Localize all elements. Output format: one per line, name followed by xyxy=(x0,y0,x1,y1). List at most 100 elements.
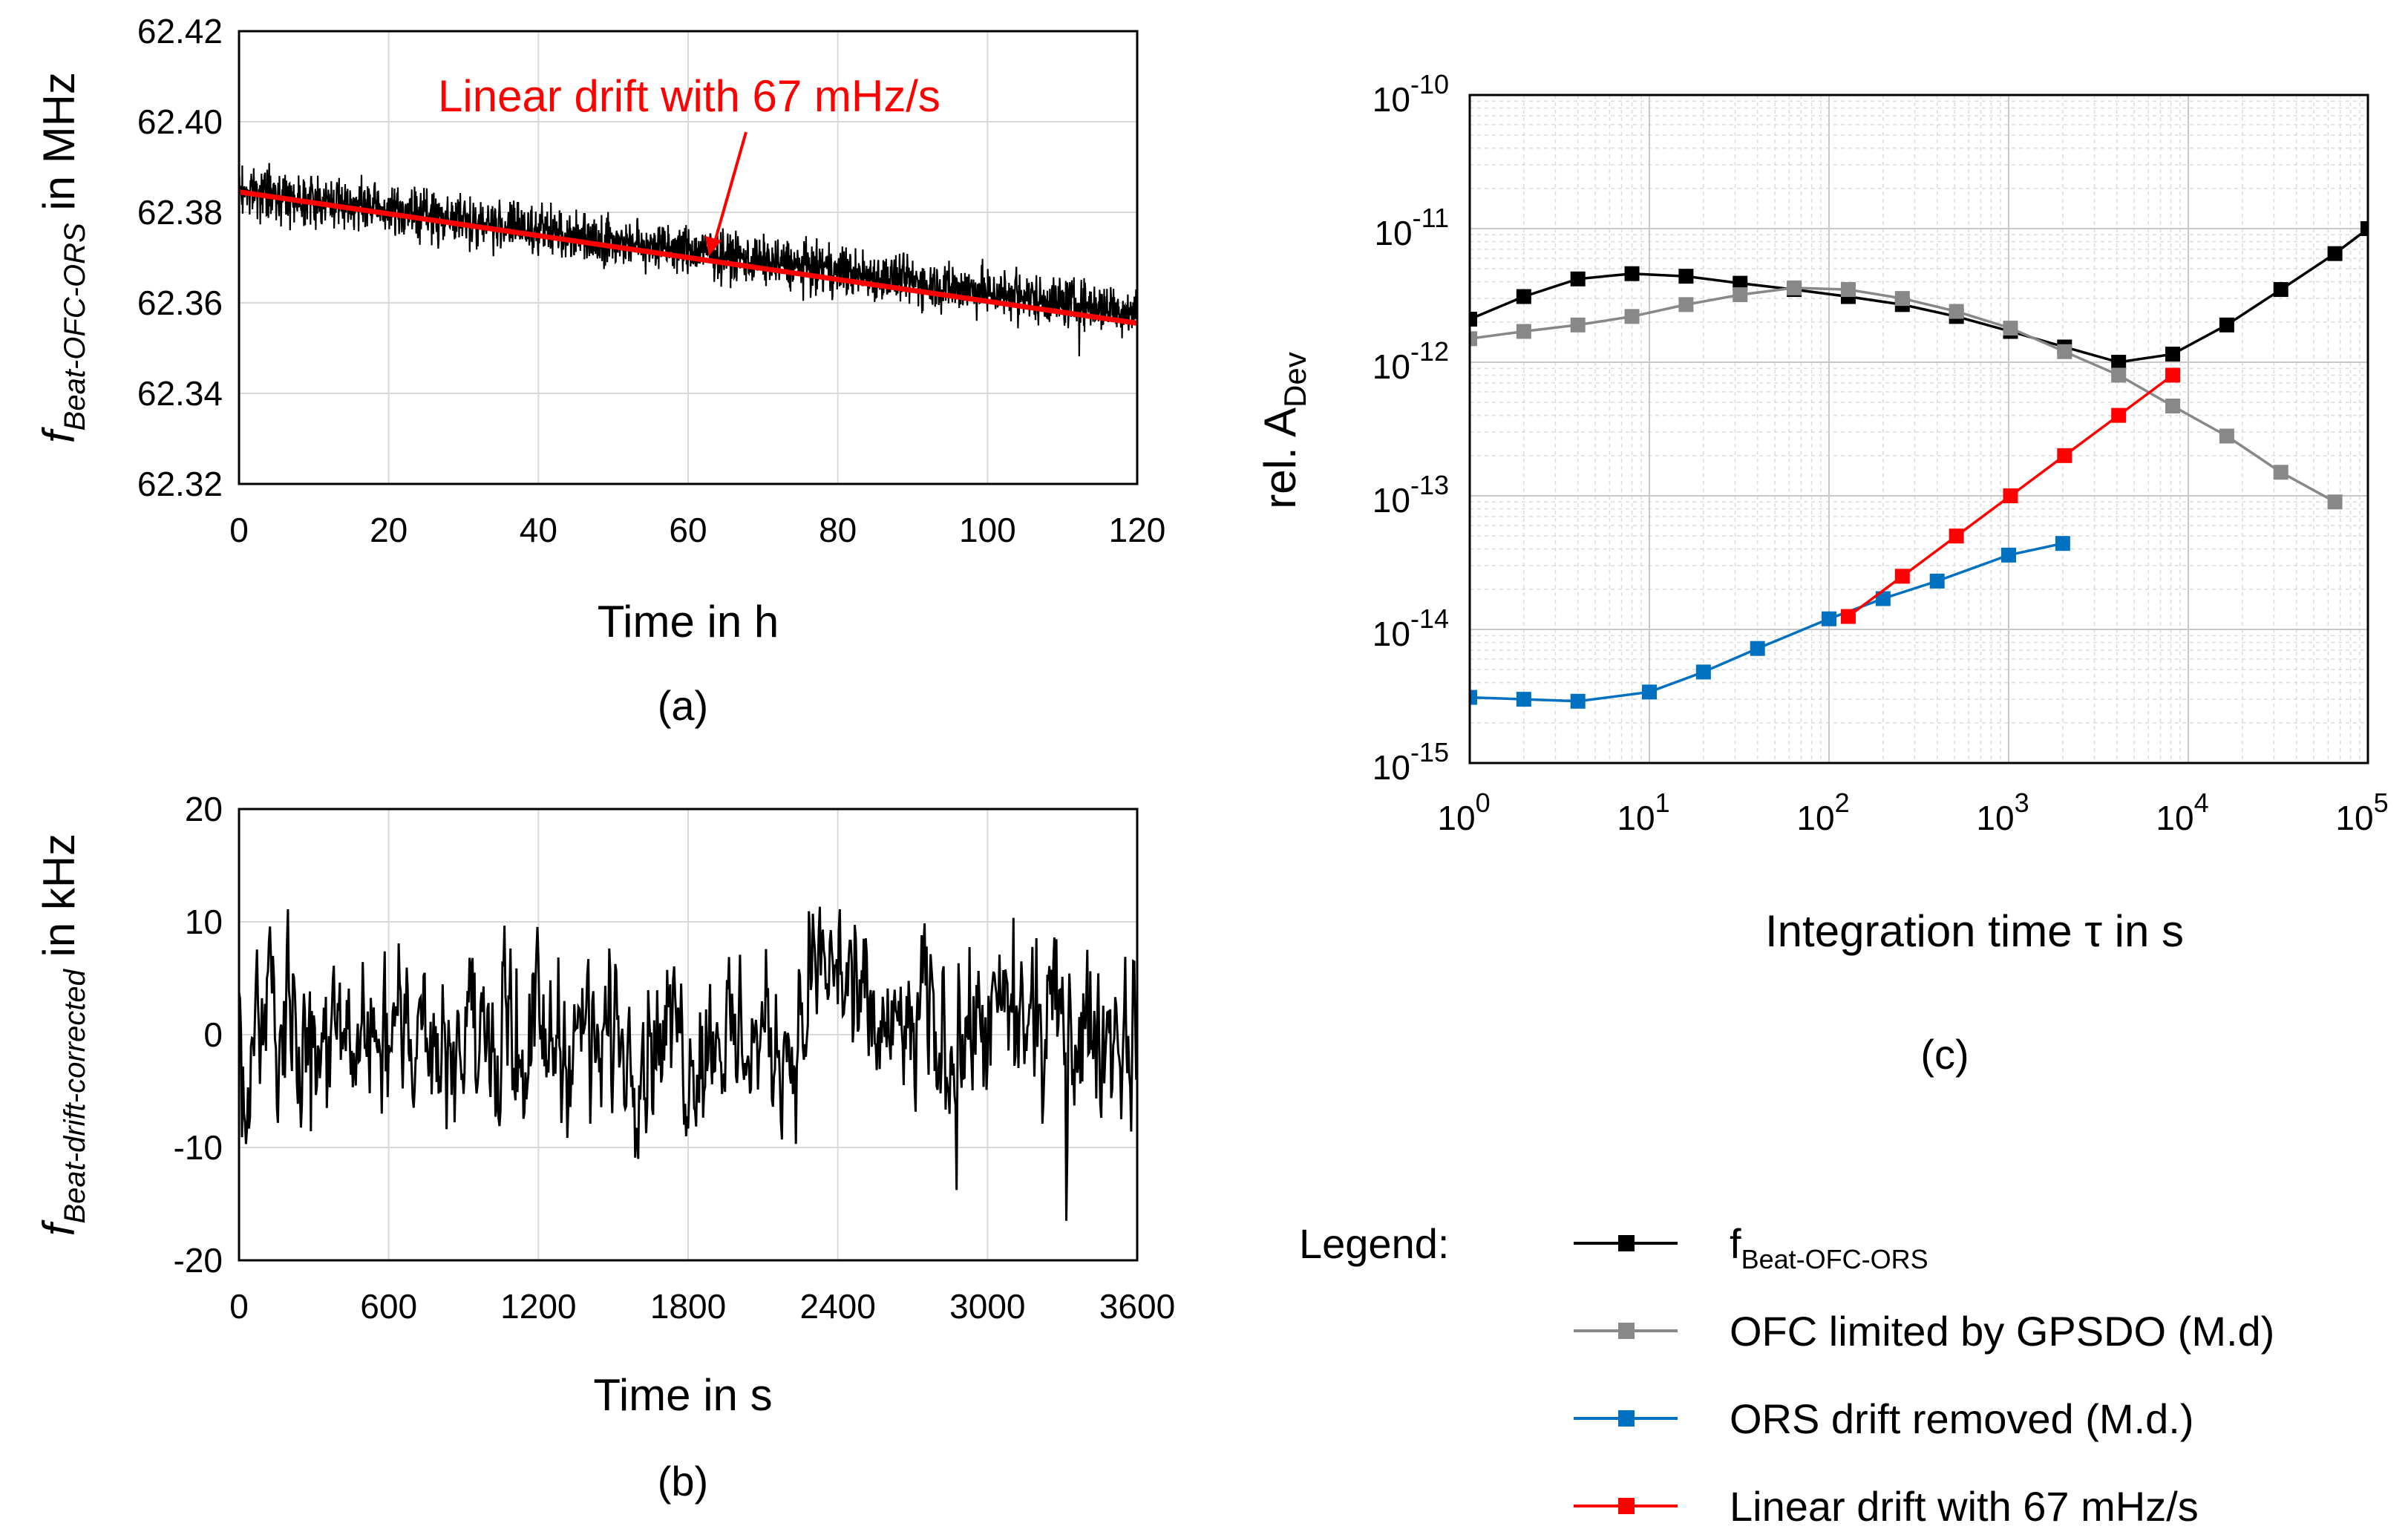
panel-b-y-label-sub: Beat-drift-corrected xyxy=(59,968,91,1223)
panel-c-series-marker xyxy=(1695,664,1711,680)
panel-b-x-tick-label: 1200 xyxy=(500,1287,576,1326)
panel-c-series-marker xyxy=(2057,448,2072,463)
panel-b-caption: (b) xyxy=(658,1458,708,1505)
panel-c-x-tick-label: 103 xyxy=(1976,788,2029,837)
panel-c-series-marker xyxy=(2165,367,2181,383)
legend-label: fBeat-OFC-ORS xyxy=(1730,1220,1928,1274)
panel-c-y-tick-label: 10-14 xyxy=(1373,603,1449,653)
panel-b-x-tick-label: 2400 xyxy=(799,1287,875,1326)
panel-c-x-label: Integration time τ in s xyxy=(1765,906,2184,956)
legend-title: Legend: xyxy=(1299,1220,1449,1267)
panel-b-trace xyxy=(239,906,1137,1221)
panel-c-series-marker xyxy=(2165,347,2181,362)
panel-c-series-marker xyxy=(1470,690,1477,705)
legend-label: OFC limited by GPSDO (M.d) xyxy=(1730,1308,2274,1355)
panel-c-series-marker xyxy=(2111,367,2127,383)
panel-a-annotation-arrow-shaft xyxy=(711,131,747,250)
panel-b-x-tick-label: 3600 xyxy=(1099,1287,1175,1326)
panel-c-series-marker xyxy=(2055,536,2070,551)
panel-c-series-0 xyxy=(1470,221,2368,370)
panel-b-x-tick-label: 600 xyxy=(360,1287,417,1326)
panel-c-series-marker xyxy=(2057,344,2072,359)
panel-c: 100 101 102 103 104 105 10-1510-1410-1310-121… xyxy=(1255,69,2389,1078)
panel-a-y-tick-label: 62.34 xyxy=(137,374,223,413)
panel-c-x-tick-label: 100 xyxy=(1437,788,1490,837)
panel-c-series-marker xyxy=(2003,321,2018,336)
panel-c-series-marker xyxy=(1822,611,1836,626)
legend-label: Linear drift with 67 mHz/s xyxy=(1730,1483,2199,1529)
panel-c-series-marker xyxy=(1750,641,1765,656)
panel-a-y-tick-label: 62.42 xyxy=(137,12,223,50)
panel-c-series-marker xyxy=(1516,692,1531,707)
panel-c-series-marker xyxy=(1840,609,1856,624)
panel-c-series-marker xyxy=(1929,573,1945,589)
panel-c-y-tick-label: 10-10 xyxy=(1373,69,1449,119)
legend-items: fBeat-OFC-ORS OFC limited by GPSDO (M.d) O… xyxy=(1574,1220,2274,1529)
panel-b: 0 600 1200 1800 2400 3000 3600 -20 -10 0 10 20 Tim… xyxy=(34,790,1175,1505)
panel-b-y-tick-label: 20 xyxy=(185,790,223,828)
panel-c-y-tick-label: 10-13 xyxy=(1373,470,1449,520)
panel-b-x-tick-label: 0 xyxy=(229,1287,249,1326)
panel-c-series-marker xyxy=(2327,494,2343,510)
panel-a-x-tick-label: 20 xyxy=(370,511,408,549)
panel-a-y-tick-label: 62.32 xyxy=(137,465,223,503)
panel-b-y-tick-label: 10 xyxy=(185,903,223,941)
panel-c-series-marker xyxy=(1949,528,1964,544)
panel-b-x-tick-label: 3000 xyxy=(949,1287,1025,1326)
panel-a-frame xyxy=(238,30,1139,485)
panel-c-x-tick-label: 105 xyxy=(2335,788,2388,837)
legend-marker xyxy=(1618,1323,1635,1339)
panel-b-frame xyxy=(238,808,1139,1262)
panel-a: 0 20 40 60 80 100 120 62.32 62.34 62.36 62.38 62.4… xyxy=(34,12,1165,729)
panel-a-y-label-rest: in MHz xyxy=(34,72,84,223)
panel-b-y-tick-label: 0 xyxy=(203,1015,223,1054)
panel-a-y-ticks: 62.32 62.34 62.36 62.38 62.40 62.42 xyxy=(137,12,223,503)
panel-c-series-marker xyxy=(2360,221,2368,236)
panel-c-series-marker xyxy=(2273,465,2288,480)
panel-a-y-label: fBeat-OFC-ORS in MHz xyxy=(34,72,91,443)
panel-c-series-marker xyxy=(2111,407,2127,423)
panel-c-series-line xyxy=(1470,227,2368,364)
panel-c-caption: (c) xyxy=(1920,1031,1969,1078)
panel-c-y-label-main: rel. A xyxy=(1255,407,1305,509)
panel-c-series-marker xyxy=(1894,291,1910,307)
panel-a-annotation-arrow-head xyxy=(705,236,722,256)
panel-c-series-marker xyxy=(1678,297,1694,312)
panel-b-y-ticks: -20 -10 0 10 20 xyxy=(174,790,223,1280)
panel-c-series-marker xyxy=(1624,309,1640,324)
panel-c-series-marker xyxy=(2165,399,2181,414)
panel-a-x-ticks: 0 20 40 60 80 100 120 xyxy=(229,511,1165,549)
panel-c-series-marker xyxy=(1840,282,1856,298)
panel-a-x-label: Time in h xyxy=(598,597,779,646)
panel-c-series-marker xyxy=(2001,547,2016,563)
panel-c-series-marker xyxy=(1516,324,1531,339)
panel-a-y-label-sub: Beat-OFC-ORS xyxy=(59,223,91,430)
panel-c-series xyxy=(1470,221,2368,709)
panel-c-y-tick-label: 10-15 xyxy=(1373,737,1449,787)
panel-b-x-ticks: 0 600 1200 1800 2400 3000 3600 xyxy=(229,1287,1175,1326)
panel-c-series-marker xyxy=(1516,289,1531,304)
panel-c-series-marker xyxy=(1678,269,1694,284)
panel-c-series-marker xyxy=(2327,246,2343,261)
panel-a-y-label-f: f xyxy=(34,427,84,443)
legend-marker xyxy=(1618,1498,1635,1514)
panel-b-y-label-rest: in kHz xyxy=(34,834,84,969)
panel-c-x-tick-label: 102 xyxy=(1796,788,1849,837)
panel-c-series-marker xyxy=(1570,271,1586,287)
panel-c-y-tick-label: 10-12 xyxy=(1373,336,1449,386)
panel-b-y-tick-label: -10 xyxy=(174,1128,223,1167)
panel-a-annotation: Linear drift with 67 mHz/s xyxy=(438,71,940,121)
panel-c-series-marker xyxy=(1470,331,1477,347)
panel-a-x-tick-label: 40 xyxy=(520,511,557,549)
panel-c-series-marker xyxy=(1733,287,1748,303)
panel-c-series-1 xyxy=(1470,280,2343,510)
panel-c-x-tick-label: 104 xyxy=(2156,788,2208,837)
panel-b-x-tick-label: 1800 xyxy=(650,1287,726,1326)
panel-c-series-marker xyxy=(1894,569,1910,584)
panel-c-frame xyxy=(1468,94,2369,764)
panel-c-series-marker xyxy=(2219,317,2234,333)
panel-c-series-marker xyxy=(1570,317,1586,333)
panel-a-x-tick-label: 80 xyxy=(819,511,857,549)
panel-c-series-marker xyxy=(1787,280,1802,295)
